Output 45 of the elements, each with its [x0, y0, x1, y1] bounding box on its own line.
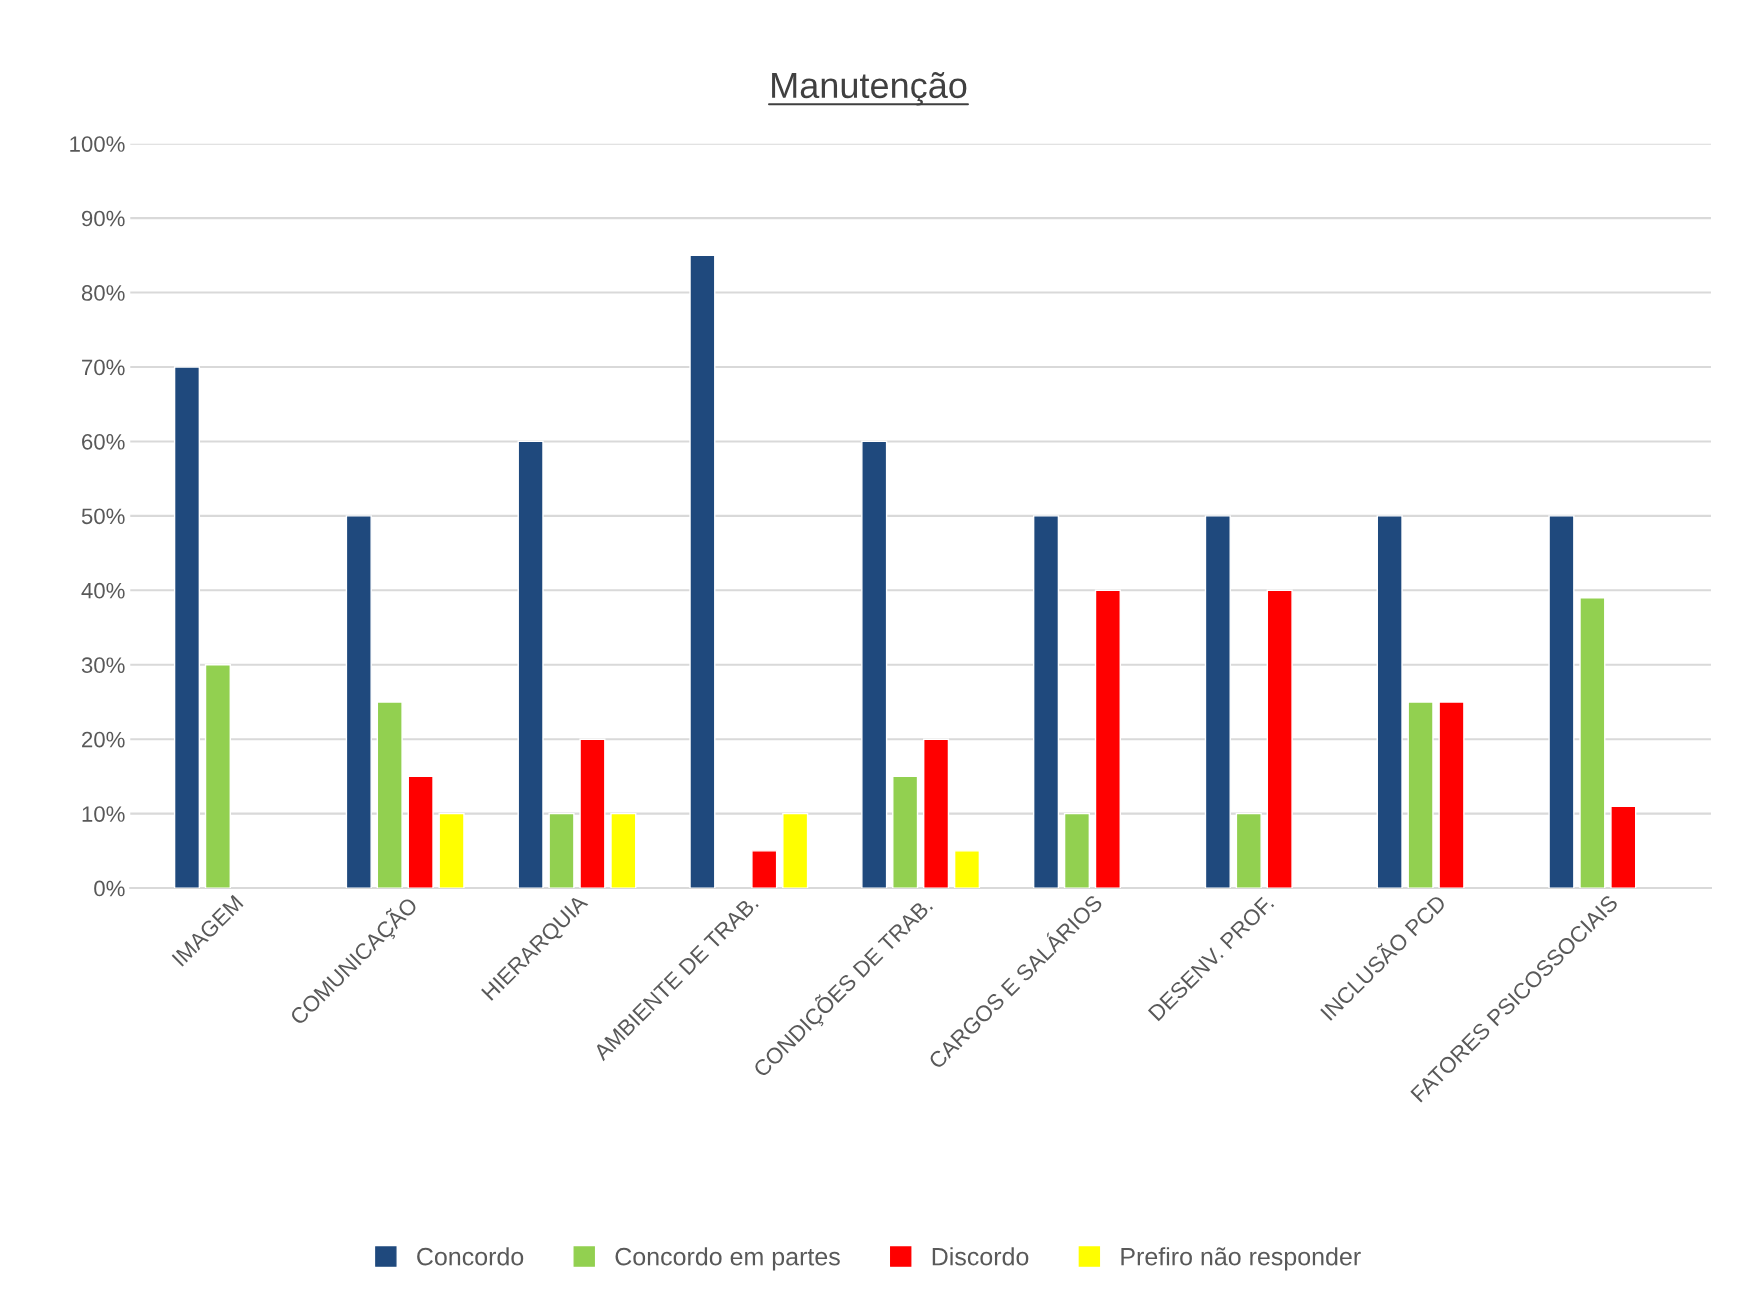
y-tick-label: 70% — [82, 359, 125, 376]
bar — [345, 515, 372, 889]
bar — [610, 812, 637, 889]
bar — [953, 850, 981, 889]
bar — [376, 701, 403, 889]
y-tick-label: 80% — [81, 285, 125, 301]
y-tick-label: 60% — [82, 433, 125, 450]
bar — [204, 664, 231, 889]
bar — [1032, 515, 1060, 889]
bar — [579, 738, 606, 889]
bar — [1266, 589, 1293, 889]
bar — [861, 440, 888, 889]
bar — [517, 440, 544, 889]
chart-title: Manutenção — [772, 71, 967, 106]
bar — [1235, 812, 1262, 889]
bar — [548, 812, 575, 889]
y-tick-label: 40% — [81, 582, 125, 599]
bar — [923, 738, 950, 889]
y-tick-label: 50% — [81, 508, 125, 525]
bar — [1063, 812, 1091, 889]
y-tick-label: 30% — [81, 657, 125, 674]
bar — [1204, 515, 1231, 889]
bar — [173, 366, 201, 889]
legend-label: Concordo em partes — [615, 1247, 840, 1271]
bar — [438, 812, 465, 889]
bar — [1438, 701, 1465, 889]
bar — [782, 812, 809, 889]
bar — [751, 850, 778, 889]
bar — [1094, 589, 1121, 889]
bar — [1548, 515, 1575, 889]
y-tick-label: 90% — [81, 210, 125, 227]
bar — [1579, 597, 1606, 889]
y-tick-label: 20% — [82, 731, 125, 748]
bar — [1610, 805, 1637, 889]
bar — [892, 775, 919, 889]
bar — [1407, 701, 1434, 889]
y-tick-label: 0% — [94, 880, 125, 897]
y-tick-label: 100% — [70, 136, 125, 152]
y-tick-label: 10% — [82, 806, 125, 822]
bar — [1376, 515, 1403, 889]
legend-label: Concordo — [417, 1247, 524, 1266]
legend-label: Discordo — [932, 1247, 1029, 1266]
bar — [407, 775, 434, 889]
legend-label: Prefiro não responder — [1121, 1247, 1361, 1271]
bar — [689, 254, 716, 889]
